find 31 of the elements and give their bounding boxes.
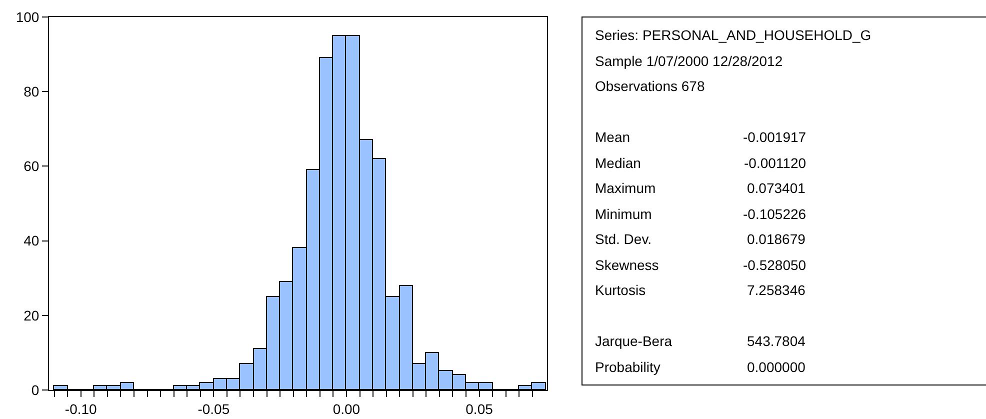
text: Sample 1/07/2000 12/28/2012 [595,53,783,69]
text: -0.001120 [744,155,806,171]
text: 0.018679 [747,231,806,247]
text: Minimum [595,206,652,222]
text: -0.105226 [743,206,806,222]
text: Series: PERSONAL_AND_HOUSEHOLD_G [595,27,872,43]
text: Maximum [595,180,656,196]
text: 0.000000 [747,359,806,375]
y-tick-label: 100 [16,8,40,25]
text: Kurtosis [595,282,646,298]
text: Median [595,155,641,171]
text: -0.528050 [743,257,806,273]
text: Probability [595,359,660,375]
text: 543.7804 [747,333,806,349]
x-tick-label: 0.00 [332,400,360,417]
text: 0.073401 [747,180,806,196]
y-tick-label: 60 [24,158,40,174]
text: Skewness [595,257,659,273]
y-tick-label: 20 [24,307,40,324]
text: 7.258346 [747,282,806,298]
x-tick-label: 0.05 [466,400,494,417]
text: Std. Dev. [595,231,652,247]
text: -0.001917 [743,129,806,145]
x-tick-label: -0.05 [198,400,230,417]
y-tick-label: 0 [31,382,40,398]
y-tick-label: 80 [24,84,40,100]
text: Mean [595,129,630,145]
text: Jarque-Bera [595,333,672,349]
text: Observations 678 [595,78,705,94]
y-tick-label: 40 [24,232,40,249]
x-tick-label: -0.10 [64,400,98,417]
